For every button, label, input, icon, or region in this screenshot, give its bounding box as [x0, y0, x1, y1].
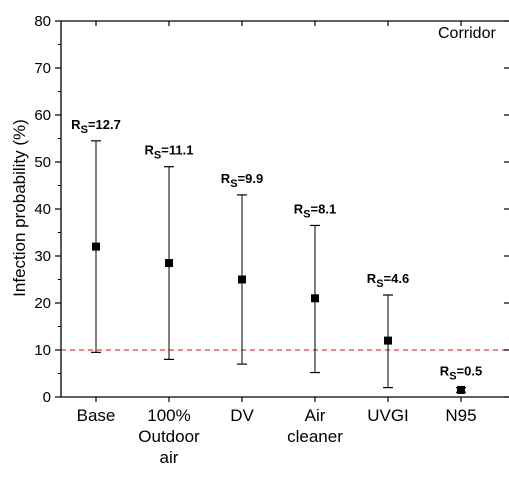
y-tick-label: 10	[34, 342, 51, 359]
x-tick-label: UVGI	[367, 406, 409, 425]
y-axis-label: Infection probability (%)	[10, 119, 29, 297]
rs-label: RS=4.6	[367, 271, 409, 290]
y-tick-label: 40	[34, 201, 51, 218]
y-tick-label: 50	[34, 154, 51, 171]
x-tick-label: N95	[445, 406, 476, 425]
x-tick-label: cleaner	[287, 427, 343, 446]
x-tick-label: Outdoor	[138, 427, 200, 446]
rs-label: RS=8.1	[294, 201, 336, 220]
data-point	[457, 385, 465, 394]
data-point	[238, 275, 246, 284]
y-tick-label: 60	[34, 107, 51, 124]
data-point	[311, 294, 319, 303]
rs-label: RS=12.7	[71, 117, 121, 136]
rs-label: RS=9.9	[221, 171, 263, 190]
x-tick-label: Base	[77, 406, 116, 425]
data-point	[92, 242, 100, 251]
y-tick-label: 80	[34, 13, 51, 30]
x-tick-label: air	[160, 448, 179, 467]
chart-annotation: Corridor	[438, 25, 496, 42]
x-tick-label: Air	[305, 406, 326, 425]
data-point	[384, 336, 392, 345]
y-tick-label: 30	[34, 248, 51, 265]
rs-label: RS=0.5	[440, 364, 482, 383]
data-point	[165, 259, 173, 268]
rs-label: RS=11.1	[145, 143, 194, 162]
y-tick-label: 0	[43, 389, 51, 406]
y-tick-label: 70	[34, 60, 51, 77]
x-tick-label: DV	[230, 406, 254, 425]
x-tick-label: 100%	[147, 406, 190, 425]
y-tick-label: 20	[34, 295, 51, 312]
